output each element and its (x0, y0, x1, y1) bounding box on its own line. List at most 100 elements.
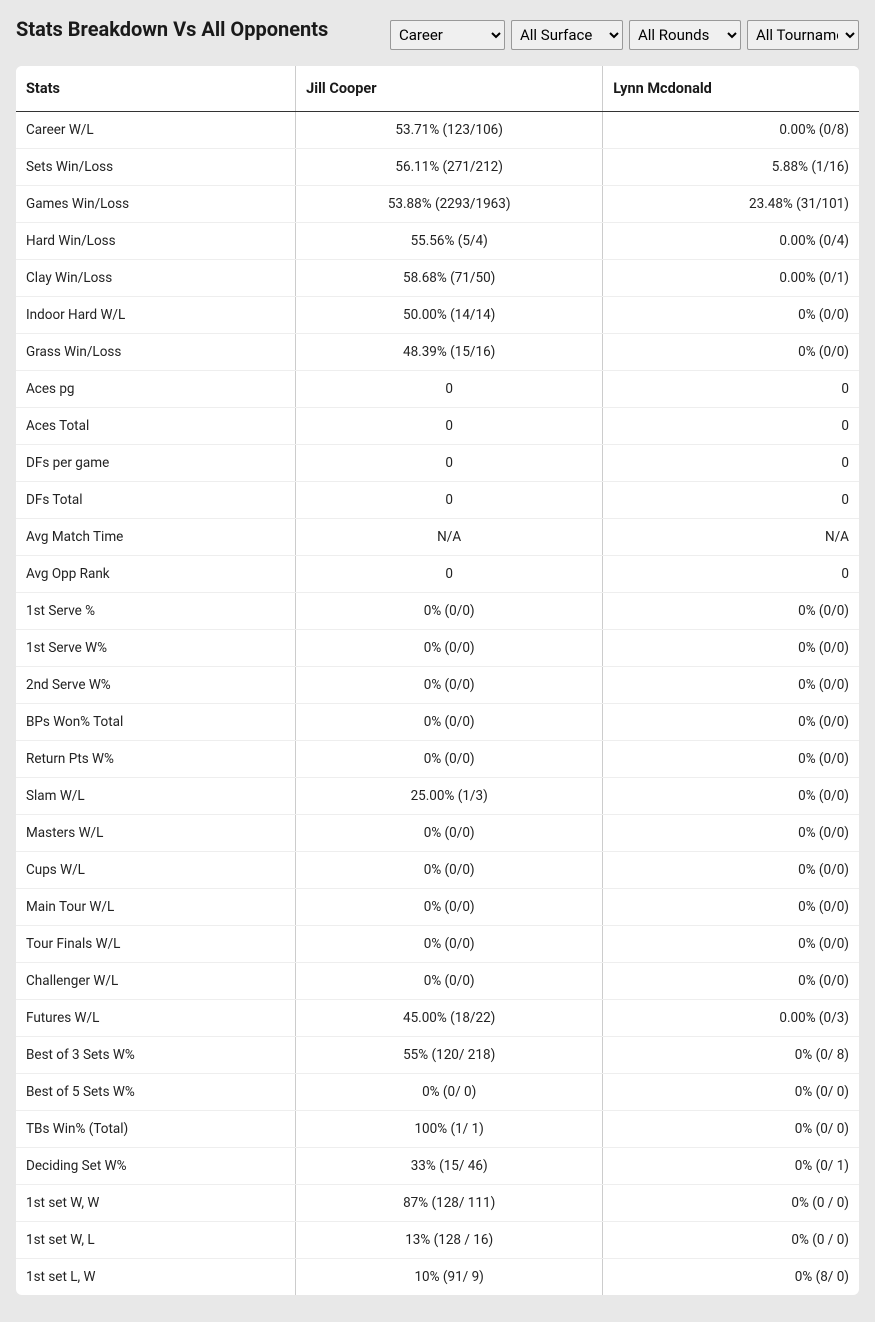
stat-value: 0% (0/0) (296, 667, 603, 704)
stat-label: Career W/L (16, 112, 296, 149)
stat-value: 0 (603, 556, 859, 593)
table-row: Clay Win/Loss58.68% (71/50)0.00% (0/1) (16, 260, 859, 297)
stat-value: 25.00% (1/3) (296, 778, 603, 815)
stat-value: 0% (0/0) (603, 630, 859, 667)
stat-value: 58.68% (71/50) (296, 260, 603, 297)
rounds-select[interactable]: All Rounds (629, 20, 741, 50)
table-row: Grass Win/Loss48.39% (15/16)0% (0/0) (16, 334, 859, 371)
stat-label: Aces pg (16, 371, 296, 408)
stat-value: 0% (0/0) (603, 889, 859, 926)
stat-value: 48.39% (15/16) (296, 334, 603, 371)
stat-value: 0 (603, 445, 859, 482)
stat-value: 0% (0/0) (296, 630, 603, 667)
table-header-row: Stats Jill Cooper Lynn Mcdonald (16, 66, 859, 112)
stat-value: 0% (0/ 0) (603, 1111, 859, 1148)
table-row: Games Win/Loss53.88% (2293/1963)23.48% (… (16, 186, 859, 223)
table-row: TBs Win% (Total)100% (1/ 1)0% (0/ 0) (16, 1111, 859, 1148)
stat-label: Cups W/L (16, 852, 296, 889)
stat-value: 0 (603, 408, 859, 445)
table-row: Futures W/L45.00% (18/22)0.00% (0/3) (16, 1000, 859, 1037)
stat-value: 0 (296, 556, 603, 593)
stat-value: 0% (0/ 1) (603, 1148, 859, 1185)
stat-label: Deciding Set W% (16, 1148, 296, 1185)
table-row: Masters W/L0% (0/0)0% (0/0) (16, 815, 859, 852)
stat-value: 0% (0/0) (296, 926, 603, 963)
table-row: Slam W/L25.00% (1/3)0% (0/0) (16, 778, 859, 815)
stat-value: 0% (0/0) (603, 926, 859, 963)
table-row: Sets Win/Loss56.11% (271/212)5.88% (1/16… (16, 149, 859, 186)
table-row: 2nd Serve W%0% (0/0)0% (0/0) (16, 667, 859, 704)
period-select[interactable]: Career (390, 20, 505, 50)
stat-label: Return Pts W% (16, 741, 296, 778)
stat-label: Aces Total (16, 408, 296, 445)
stat-label: 1st set L, W (16, 1259, 296, 1296)
table-row: BPs Won% Total0% (0/0)0% (0/0) (16, 704, 859, 741)
surface-select[interactable]: All Surface (511, 20, 623, 50)
table-row: DFs Total00 (16, 482, 859, 519)
stat-value: 0.00% (0/4) (603, 223, 859, 260)
stat-value: 55% (120/ 218) (296, 1037, 603, 1074)
stat-value: 5.88% (1/16) (603, 149, 859, 186)
stat-value: 0% (0/0) (603, 704, 859, 741)
stat-value: 55.56% (5/4) (296, 223, 603, 260)
stat-label: Games Win/Loss (16, 186, 296, 223)
stat-label: Hard Win/Loss (16, 223, 296, 260)
stat-value: 10% (91/ 9) (296, 1259, 603, 1296)
stat-label: 1st set W, W (16, 1185, 296, 1222)
table-row: 1st set L, W10% (91/ 9)0% (8/ 0) (16, 1259, 859, 1296)
table-row: 1st set W, W87% (128/ 111)0% (0 / 0) (16, 1185, 859, 1222)
stat-value: 0.00% (0/1) (603, 260, 859, 297)
table-row: 1st Serve %0% (0/0)0% (0/0) (16, 593, 859, 630)
stat-label: Futures W/L (16, 1000, 296, 1037)
stat-label: DFs per game (16, 445, 296, 482)
stat-label: Slam W/L (16, 778, 296, 815)
table-row: DFs per game00 (16, 445, 859, 482)
page-title: Stats Breakdown Vs All Opponents (16, 16, 328, 42)
stat-value: N/A (603, 519, 859, 556)
stat-value: 0 (296, 445, 603, 482)
stat-label: Challenger W/L (16, 963, 296, 1000)
stat-label: Best of 5 Sets W% (16, 1074, 296, 1111)
stat-value: 0% (0/0) (296, 741, 603, 778)
stat-value: 87% (128/ 111) (296, 1185, 603, 1222)
stat-label: BPs Won% Total (16, 704, 296, 741)
stat-value: 0 (296, 408, 603, 445)
stat-value: 45.00% (18/22) (296, 1000, 603, 1037)
stat-label: 2nd Serve W% (16, 667, 296, 704)
stat-value: 100% (1/ 1) (296, 1111, 603, 1148)
table-row: Hard Win/Loss55.56% (5/4)0.00% (0/4) (16, 223, 859, 260)
stat-value: 0.00% (0/8) (603, 112, 859, 149)
stat-value: 0% (0/ 8) (603, 1037, 859, 1074)
stat-value: 0 (296, 482, 603, 519)
stat-label: Tour Finals W/L (16, 926, 296, 963)
table-row: Avg Match TimeN/AN/A (16, 519, 859, 556)
stat-value: 53.88% (2293/1963) (296, 186, 603, 223)
stat-value: 0 (603, 482, 859, 519)
stat-value: 0 (603, 371, 859, 408)
stat-label: Clay Win/Loss (16, 260, 296, 297)
stat-label: Masters W/L (16, 815, 296, 852)
stat-label: DFs Total (16, 482, 296, 519)
stat-label: 1st Serve % (16, 593, 296, 630)
stat-value: 0% (0/ 0) (296, 1074, 603, 1111)
stat-label: Avg Opp Rank (16, 556, 296, 593)
table-body: Career W/L53.71% (123/106)0.00% (0/8)Set… (16, 112, 859, 1296)
stats-table: Stats Jill Cooper Lynn Mcdonald Career W… (16, 66, 859, 1295)
stat-label: Indoor Hard W/L (16, 297, 296, 334)
stat-label: Main Tour W/L (16, 889, 296, 926)
stat-label: TBs Win% (Total) (16, 1111, 296, 1148)
stat-value: 0% (0/0) (603, 334, 859, 371)
col-header-stats: Stats (16, 66, 296, 112)
table-row: Deciding Set W%33% (15/ 46)0% (0/ 1) (16, 1148, 859, 1185)
stat-value: 0% (0/0) (296, 815, 603, 852)
stat-value: 0% (0/0) (603, 852, 859, 889)
stat-value: 0 (296, 371, 603, 408)
stat-value: 33% (15/ 46) (296, 1148, 603, 1185)
stat-value: 0% (0/0) (296, 963, 603, 1000)
table-row: Aces Total00 (16, 408, 859, 445)
stat-value: 0% (0 / 0) (603, 1222, 859, 1259)
table-row: Indoor Hard W/L50.00% (14/14)0% (0/0) (16, 297, 859, 334)
stat-value: 53.71% (123/106) (296, 112, 603, 149)
tournaments-select[interactable]: All Tournaments (747, 20, 859, 50)
stat-value: N/A (296, 519, 603, 556)
